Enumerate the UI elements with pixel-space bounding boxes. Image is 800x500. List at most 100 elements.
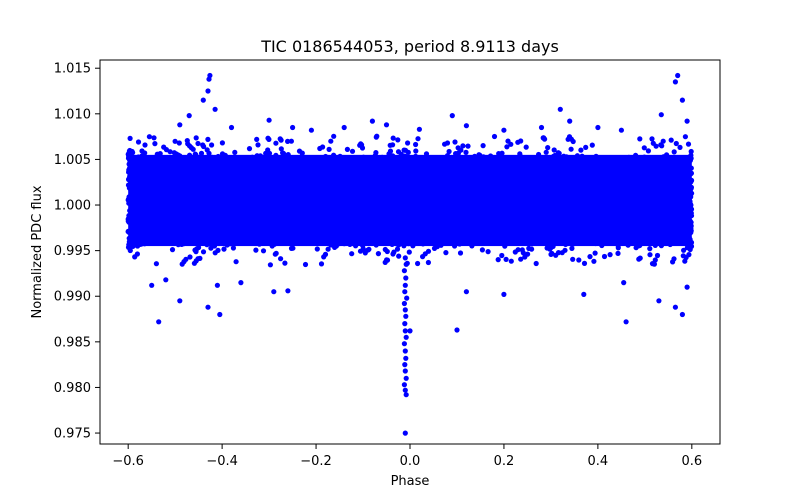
data-point xyxy=(278,137,284,143)
data-point xyxy=(195,256,201,262)
data-point xyxy=(476,152,482,158)
data-point xyxy=(534,155,540,162)
data-point xyxy=(651,261,658,267)
data-point xyxy=(156,319,162,325)
data-point xyxy=(610,239,616,246)
data-point xyxy=(688,170,695,176)
data-point xyxy=(529,241,535,247)
data-point xyxy=(578,147,584,153)
chart-title: TIC 0186544053, period 8.9113 days xyxy=(260,37,559,56)
data-point xyxy=(260,248,267,254)
data-point xyxy=(637,136,643,142)
data-point xyxy=(322,251,329,257)
data-point xyxy=(581,291,587,297)
data-point xyxy=(125,182,132,188)
data-point xyxy=(460,143,466,149)
data-point xyxy=(495,257,501,263)
data-point xyxy=(127,165,133,171)
data-point xyxy=(551,147,557,153)
data-point xyxy=(583,144,589,150)
data-point xyxy=(687,188,693,194)
data-point xyxy=(658,112,664,118)
data-point xyxy=(512,239,518,245)
data-point xyxy=(349,148,356,154)
data-point xyxy=(499,252,505,259)
data-point xyxy=(499,150,505,156)
data-point xyxy=(177,122,183,128)
data-point xyxy=(585,155,592,161)
data-point xyxy=(401,300,407,307)
data-point xyxy=(200,249,207,255)
data-point xyxy=(402,282,408,288)
data-point xyxy=(215,247,221,253)
data-point xyxy=(382,259,388,265)
data-point xyxy=(177,298,183,304)
data-point xyxy=(193,135,199,141)
data-point xyxy=(591,258,597,264)
data-point xyxy=(621,280,627,286)
data-point xyxy=(290,124,296,131)
data-point xyxy=(652,257,658,263)
data-point xyxy=(411,240,418,246)
data-point xyxy=(265,147,271,153)
data-point xyxy=(146,240,152,246)
data-point xyxy=(126,240,132,246)
data-point xyxy=(402,321,408,327)
data-point xyxy=(687,221,694,227)
data-point xyxy=(299,155,306,161)
data-point xyxy=(169,247,176,253)
data-point xyxy=(379,240,385,246)
data-point xyxy=(285,288,291,294)
data-point xyxy=(457,250,464,256)
data-point xyxy=(268,155,274,162)
data-point xyxy=(653,143,659,149)
data-point xyxy=(255,142,261,148)
x-axis: −0.6 −0.4 −0.2 0.0 0.2 0.4 0.6 xyxy=(112,444,702,469)
data-point xyxy=(317,145,323,152)
data-point xyxy=(215,239,221,245)
data-point xyxy=(375,251,381,257)
data-point xyxy=(273,250,279,256)
data-point xyxy=(422,251,428,257)
data-point xyxy=(678,155,684,162)
data-point xyxy=(228,124,235,131)
data-point xyxy=(659,143,665,149)
data-point xyxy=(615,250,621,256)
data-point xyxy=(151,135,157,141)
data-point xyxy=(402,430,408,436)
data-point xyxy=(502,243,508,249)
data-point xyxy=(426,155,433,161)
data-point xyxy=(645,148,652,154)
data-point xyxy=(137,241,143,247)
data-point xyxy=(403,355,409,361)
data-point xyxy=(555,250,562,256)
data-point xyxy=(397,239,403,246)
data-point xyxy=(672,239,678,245)
data-point xyxy=(415,260,421,267)
data-point xyxy=(204,155,210,161)
x-axis-title: Phase xyxy=(391,474,430,489)
data-point xyxy=(154,240,161,246)
data-point xyxy=(219,140,225,146)
data-point xyxy=(457,241,463,247)
data-point xyxy=(127,135,133,141)
data-point xyxy=(444,140,451,146)
data-point xyxy=(402,362,408,368)
data-point xyxy=(402,289,408,295)
data-point xyxy=(491,133,498,140)
data-point xyxy=(674,155,681,161)
data-point xyxy=(390,135,396,141)
data-point xyxy=(206,76,212,82)
data-point xyxy=(647,246,653,252)
data-point xyxy=(480,154,487,160)
data-point xyxy=(444,153,451,159)
data-point xyxy=(322,240,329,246)
data-point xyxy=(402,307,408,313)
data-point xyxy=(543,149,549,155)
data-points xyxy=(125,72,695,436)
data-point xyxy=(153,261,159,267)
y-tick-label: 1.005 xyxy=(54,153,91,168)
y-tick-label: 1.015 xyxy=(54,62,91,77)
data-point xyxy=(463,155,469,161)
